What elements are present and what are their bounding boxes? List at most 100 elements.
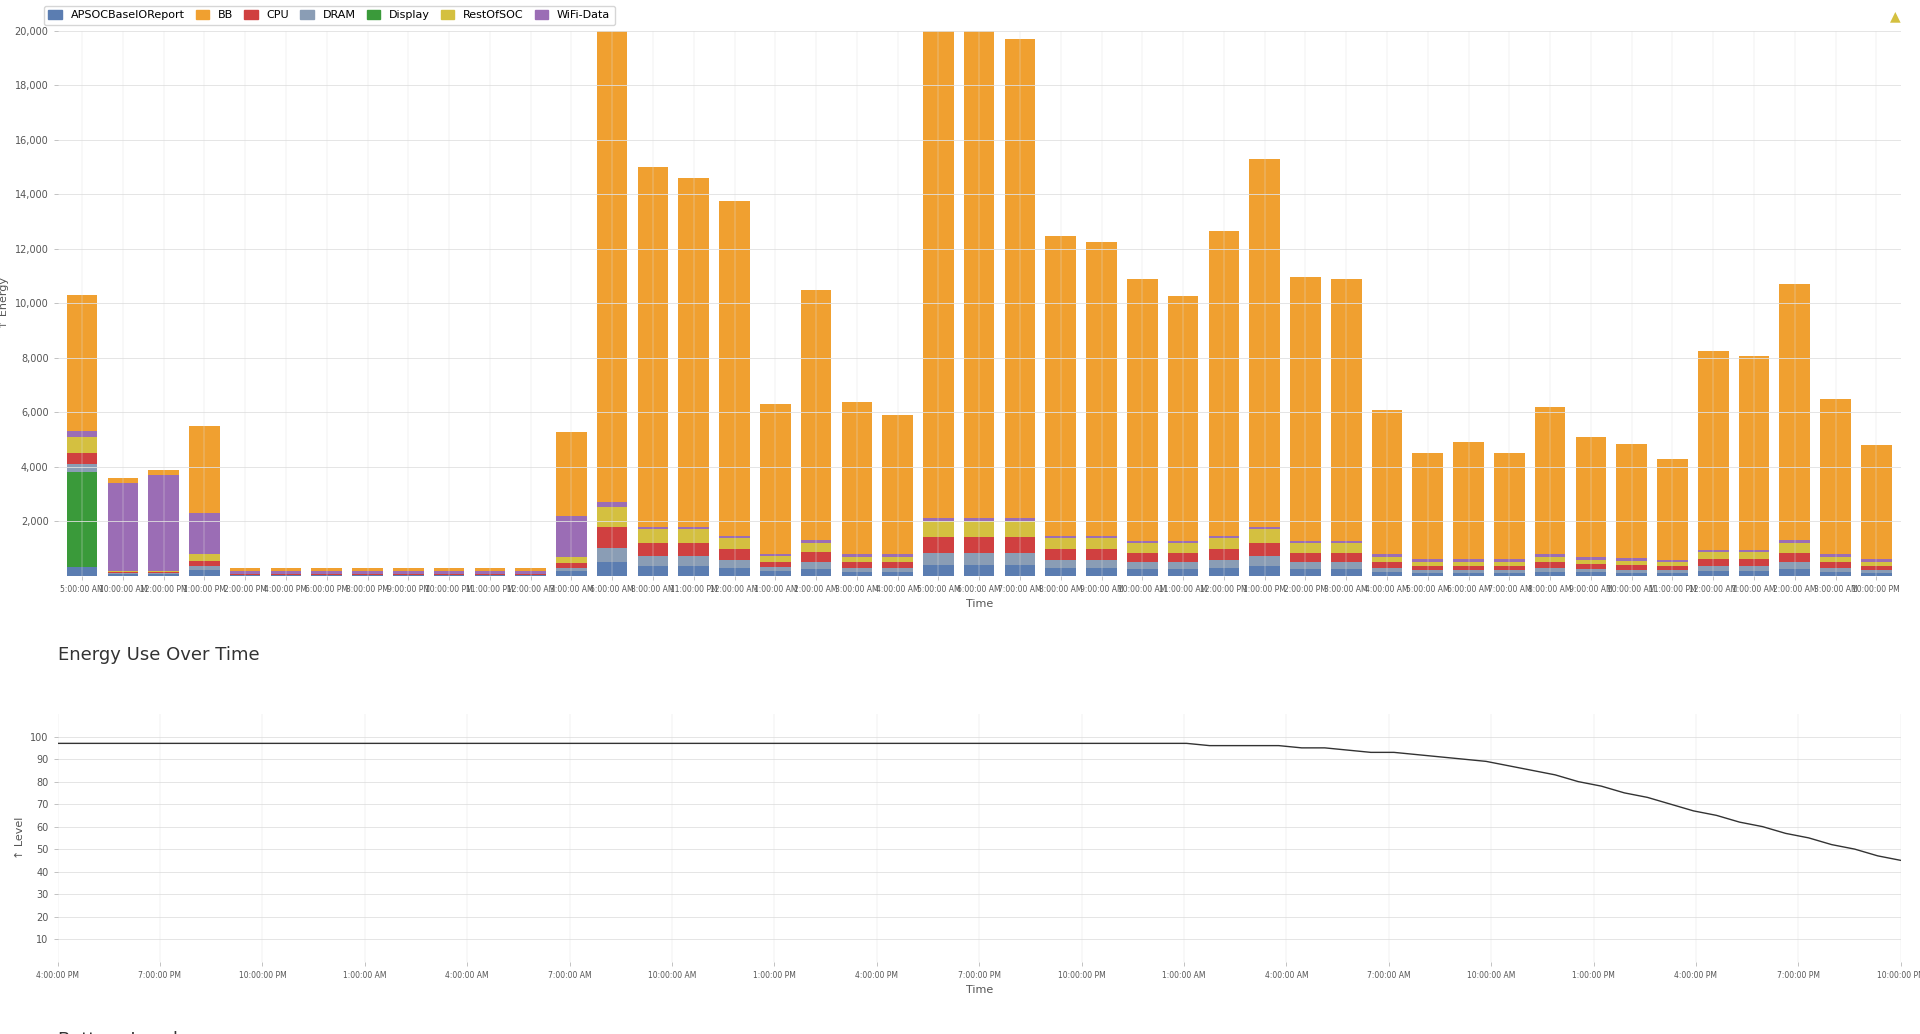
Bar: [678, 178, 708, 526]
Bar: [883, 568, 912, 572]
Bar: [1617, 566, 1647, 570]
Bar: [841, 402, 872, 554]
Bar: [515, 571, 545, 574]
Bar: [678, 566, 708, 576]
Bar: [557, 562, 588, 568]
Bar: [924, 518, 954, 520]
Bar: [964, 565, 995, 576]
Bar: [597, 503, 628, 508]
Bar: [1371, 557, 1402, 562]
Bar: [637, 543, 668, 556]
Bar: [188, 426, 219, 513]
Bar: [1740, 559, 1770, 566]
Bar: [760, 568, 791, 572]
Bar: [964, 537, 995, 553]
Bar: [1820, 399, 1851, 554]
Bar: [841, 562, 872, 568]
Bar: [1820, 572, 1851, 576]
Bar: [1494, 566, 1524, 570]
Y-axis label: ↑ Level: ↑ Level: [15, 817, 25, 859]
Bar: [1617, 444, 1647, 558]
Bar: [1820, 557, 1851, 562]
Bar: [1250, 526, 1281, 529]
Bar: [720, 201, 751, 536]
Bar: [1046, 539, 1075, 549]
Bar: [801, 540, 831, 543]
Bar: [678, 529, 708, 543]
Bar: [188, 560, 219, 566]
Bar: [1576, 559, 1607, 565]
Bar: [1657, 573, 1688, 576]
Bar: [67, 464, 98, 473]
Bar: [394, 571, 424, 574]
Bar: [1697, 351, 1728, 550]
Bar: [1494, 573, 1524, 576]
Bar: [1740, 550, 1770, 552]
Bar: [1413, 566, 1444, 570]
Bar: [1331, 553, 1361, 562]
Bar: [557, 568, 588, 572]
Bar: [1413, 570, 1444, 573]
Bar: [1004, 565, 1035, 576]
Bar: [841, 557, 872, 562]
Bar: [1780, 569, 1811, 576]
Bar: [597, 548, 628, 561]
Bar: [1290, 562, 1321, 569]
Bar: [1290, 553, 1321, 562]
Bar: [1250, 566, 1281, 576]
Bar: [841, 572, 872, 576]
Bar: [1167, 562, 1198, 569]
Bar: [760, 561, 791, 568]
Bar: [1250, 556, 1281, 566]
Bar: [1208, 549, 1238, 560]
Bar: [841, 568, 872, 572]
Bar: [108, 574, 138, 576]
Bar: [67, 473, 98, 568]
Bar: [1697, 552, 1728, 559]
Bar: [1534, 568, 1565, 572]
Bar: [1494, 453, 1524, 559]
Bar: [720, 568, 751, 576]
Bar: [557, 432, 588, 516]
Bar: [1576, 437, 1607, 557]
Bar: [230, 571, 261, 574]
Bar: [1657, 459, 1688, 559]
Bar: [841, 554, 872, 557]
Bar: [597, 508, 628, 526]
Bar: [515, 568, 545, 571]
Bar: [230, 568, 261, 571]
Bar: [1453, 559, 1484, 561]
Bar: [637, 168, 668, 526]
Bar: [883, 416, 912, 554]
Bar: [1860, 573, 1891, 576]
Bar: [1534, 407, 1565, 554]
Bar: [760, 556, 791, 561]
Bar: [1331, 541, 1361, 544]
Bar: [597, 526, 628, 548]
Bar: [1576, 572, 1607, 576]
Bar: [1413, 559, 1444, 561]
Bar: [1087, 560, 1117, 568]
Bar: [1820, 562, 1851, 568]
Text: ▲: ▲: [1889, 9, 1901, 23]
Bar: [1657, 559, 1688, 562]
Bar: [637, 556, 668, 566]
Bar: [1127, 279, 1158, 541]
Bar: [1576, 557, 1607, 559]
Bar: [188, 554, 219, 560]
Bar: [1413, 573, 1444, 576]
X-axis label: Time: Time: [966, 985, 993, 995]
Bar: [1331, 562, 1361, 569]
Bar: [474, 571, 505, 574]
Bar: [1087, 536, 1117, 539]
Bar: [434, 568, 465, 571]
Bar: [1494, 559, 1524, 561]
Bar: [1740, 357, 1770, 550]
Bar: [351, 568, 382, 571]
Bar: [924, 565, 954, 576]
X-axis label: Time: Time: [966, 599, 993, 609]
Bar: [311, 568, 342, 571]
Bar: [1780, 562, 1811, 569]
Bar: [760, 554, 791, 556]
Bar: [1820, 554, 1851, 557]
